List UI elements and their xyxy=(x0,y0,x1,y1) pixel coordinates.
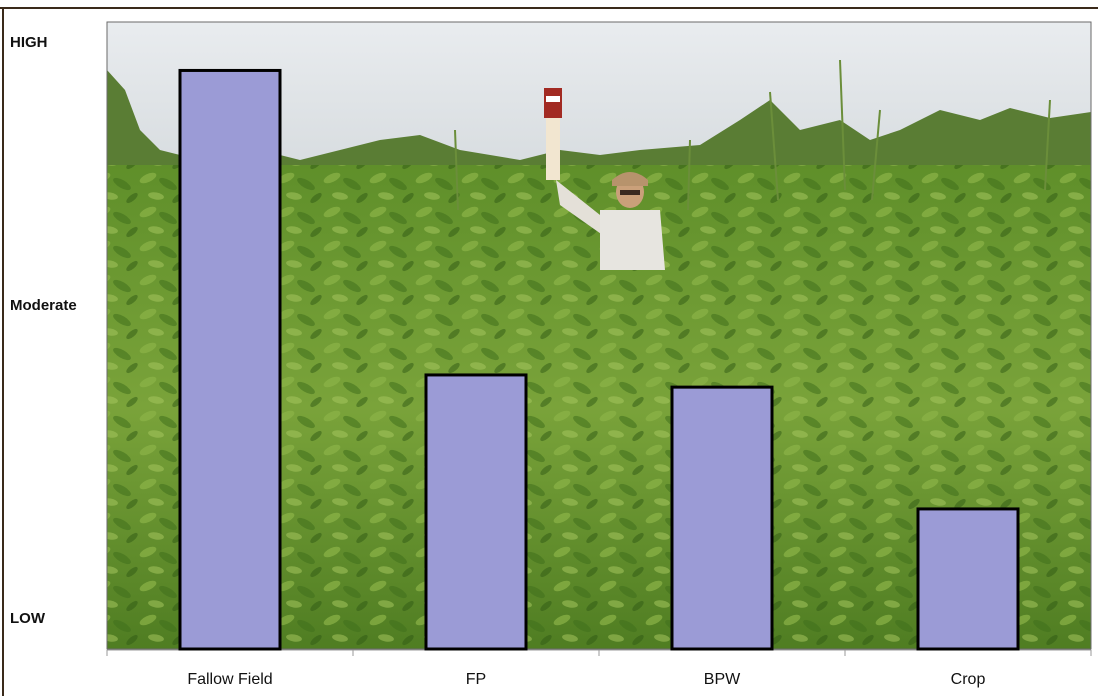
y-tick-labels: LOW Moderate HIGH xyxy=(10,34,77,627)
bars xyxy=(178,68,1020,651)
x-tick-labels: Fallow Field FP BPW Crop xyxy=(187,671,985,688)
x-tick-label: Fallow Field xyxy=(187,671,272,688)
x-axis-ticks xyxy=(106,650,1092,656)
person-with-pole xyxy=(544,88,665,270)
y-tick-label: HIGH xyxy=(10,34,48,51)
y-tick-label: Moderate xyxy=(10,297,77,314)
bar-fp xyxy=(424,373,528,651)
bar-crop xyxy=(916,507,1020,651)
y-tick-label: LOW xyxy=(10,610,46,627)
x-tick-label: FP xyxy=(466,671,486,688)
weed-stalks xyxy=(454,59,1051,211)
plot-frame xyxy=(106,21,1092,650)
bar-fallow-field xyxy=(178,68,282,651)
bar-bpw xyxy=(670,385,774,651)
x-tick-label: BPW xyxy=(704,671,741,688)
x-tick-label: Crop xyxy=(951,671,986,688)
